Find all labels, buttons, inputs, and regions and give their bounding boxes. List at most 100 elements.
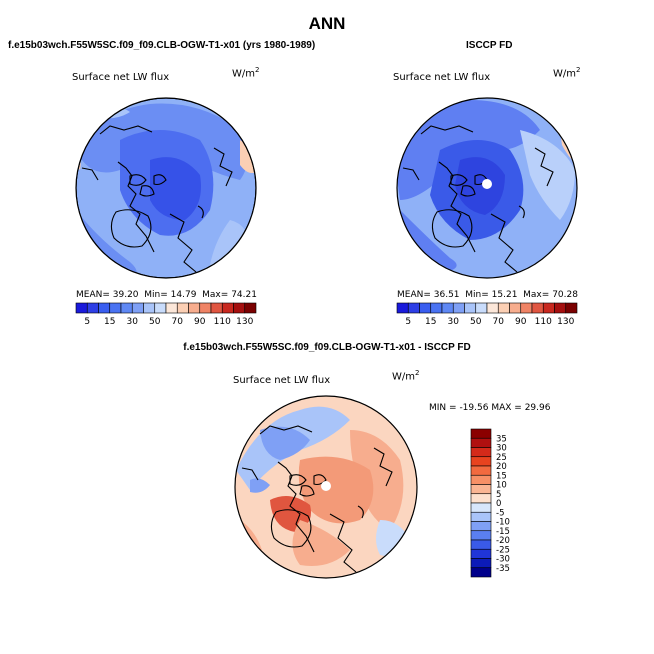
panel3-colorbar-tick-label: -30 bbox=[496, 555, 510, 565]
panel2-colorbar-box bbox=[486, 302, 499, 314]
panel2-colorbar-tick-label: 30 bbox=[448, 317, 460, 327]
panel3-colorbar-tick-label: 20 bbox=[496, 462, 507, 472]
panel1-colorbar-box bbox=[188, 302, 201, 314]
panel1-colorbar-box bbox=[86, 302, 99, 314]
panel3-colorbar-tick-label: 25 bbox=[496, 453, 507, 463]
panel2-map-border bbox=[396, 97, 578, 279]
panel1-variable-label: Surface net LW flux bbox=[72, 72, 170, 83]
panel1-colorbar-box bbox=[75, 302, 88, 314]
panel3-colorbar-tick-label: 5 bbox=[496, 490, 501, 500]
panel3-colorbar-box bbox=[470, 456, 492, 467]
panel3-colorbar-box bbox=[470, 493, 492, 504]
panel2-title: ISCCP FD bbox=[466, 40, 513, 51]
panel2-colorbar-tick-label: 15 bbox=[425, 317, 436, 327]
panel2-colorbar-box bbox=[565, 302, 578, 314]
panel1-colorbar-tick-label: 5 bbox=[84, 317, 90, 327]
panel2-variable-label: Surface net LW flux bbox=[393, 72, 491, 83]
panel1-map-border bbox=[75, 97, 257, 279]
panel3-colorbar-box bbox=[470, 428, 492, 439]
panel3-colorbar-box bbox=[470, 530, 492, 541]
panel1-colorbar-box bbox=[109, 302, 122, 314]
panel1-colorbar-box bbox=[154, 302, 167, 314]
panel2-map bbox=[397, 98, 577, 278]
panel3-colorbar-tick-label: -10 bbox=[496, 518, 510, 528]
panel2-colorbar-box bbox=[520, 302, 533, 314]
panel3-units: W/m2 bbox=[392, 369, 420, 383]
panel2-colorbar-box bbox=[441, 302, 454, 314]
panel3-variable-label: Surface net LW flux bbox=[233, 375, 331, 386]
panel1-stats: MEAN= 39.20 Min= 14.79 Max= 74.21 bbox=[76, 290, 257, 300]
panel3-colorbar-tick-label: 35 bbox=[496, 434, 507, 444]
panel3-colorbar-box bbox=[470, 502, 492, 513]
panel2-stats: MEAN= 36.51 Min= 15.21 Max= 70.28 bbox=[397, 290, 578, 300]
panel2-colorbar-box bbox=[542, 302, 555, 314]
panel3-title: f.e15b03wch.F55W5SC.f09_f09.CLB-OGW-T1-x… bbox=[183, 342, 471, 353]
panel3-stats: MIN = -19.56 MAX = 29.96 bbox=[429, 403, 551, 413]
panel3-colorbar-tick-label: 15 bbox=[496, 471, 507, 481]
panel2-colorbar-box bbox=[430, 302, 443, 314]
panel3-colorbar-tick-label: -20 bbox=[496, 536, 510, 546]
panel2-colorbar-box bbox=[464, 302, 477, 314]
panel2-units: W/m2 bbox=[553, 66, 581, 80]
panel1-colorbar-tick-label: 50 bbox=[149, 317, 161, 327]
panel1-title: f.e15b03wch.F55W5SC.f09_f09.CLB-OGW-T1-x… bbox=[8, 40, 316, 51]
panel2-colorbar-tick-label: 50 bbox=[470, 317, 482, 327]
panel3-colorbar-tick-label: -25 bbox=[496, 545, 510, 555]
panel1-colorbar-box bbox=[244, 302, 257, 314]
panel3-colorbar-box bbox=[470, 511, 492, 522]
panel1-colorbar-box bbox=[120, 302, 133, 314]
panel2-colorbar-box bbox=[396, 302, 409, 314]
panel3-colorbar-box bbox=[470, 437, 492, 448]
panel3-colorbar-tick-label: -5 bbox=[496, 508, 504, 518]
panel1-colorbar-box bbox=[143, 302, 156, 314]
panel2-colorbar-box bbox=[475, 302, 488, 314]
panel3-colorbar-tick-label: -35 bbox=[496, 564, 510, 574]
panel1-colorbar-box bbox=[221, 302, 234, 314]
panel2-colorbar-box bbox=[407, 302, 420, 314]
panel3-colorbar-tick-label: 10 bbox=[496, 481, 507, 491]
panel3-colorbar-tick-label: -15 bbox=[496, 527, 510, 537]
panel2-colorbar-tick-label: 5 bbox=[405, 317, 411, 327]
panel1-colorbar-box bbox=[199, 302, 212, 314]
panel2-colorbar-box bbox=[497, 302, 510, 314]
panel3-colorbar-box bbox=[470, 558, 492, 569]
panel2-colorbar-box bbox=[509, 302, 522, 314]
panel2-colorbar-box bbox=[554, 302, 567, 314]
panel1-colorbar: 5 15 30 50 70 90 110 130 bbox=[75, 302, 257, 327]
panel1-units: W/m2 bbox=[232, 66, 260, 80]
panel2-colorbar-box bbox=[419, 302, 432, 314]
panel2-colorbar: 5 15 30 50 70 90 110 130 bbox=[396, 302, 578, 327]
panel3-colorbar-box bbox=[470, 484, 492, 495]
panel1-map bbox=[76, 98, 256, 278]
panel1-colorbar-tick-label: 70 bbox=[172, 317, 184, 327]
panel2-colorbar-box bbox=[452, 302, 465, 314]
panel2-colorbar-tick-label: 110 bbox=[535, 317, 552, 327]
panel3-colorbar-box bbox=[470, 567, 492, 578]
panel1-colorbar-box bbox=[233, 302, 246, 314]
panel2-colorbar-box bbox=[531, 302, 544, 314]
panel1-colorbar-tick-label: 110 bbox=[214, 317, 231, 327]
panel3-colorbar-tick-label: 30 bbox=[496, 444, 507, 454]
panel1-colorbar-tick-label: 90 bbox=[194, 317, 206, 327]
panel2-colorbar-tick-label: 130 bbox=[557, 317, 574, 327]
panel1-colorbar-tick-label: 15 bbox=[104, 317, 115, 327]
panel3-colorbar-box bbox=[470, 474, 492, 485]
panel3-map-border bbox=[234, 395, 418, 579]
panel3-colorbar-box bbox=[470, 521, 492, 532]
figure-title: ANN bbox=[308, 14, 346, 33]
panel2-colorbar-tick-label: 70 bbox=[493, 317, 505, 327]
panel1-colorbar-box bbox=[210, 302, 223, 314]
panel3-colorbar-box bbox=[470, 465, 492, 476]
panel1-colorbar-tick-label: 30 bbox=[127, 317, 139, 327]
panel3-colorbar-box bbox=[470, 548, 492, 559]
panel3-colorbar-box bbox=[470, 447, 492, 458]
panel3-colorbar-box bbox=[470, 539, 492, 550]
panel3-map bbox=[235, 396, 417, 578]
panel2-colorbar-tick-label: 90 bbox=[515, 317, 527, 327]
panel3-colorbar-tick-label: 0 bbox=[496, 499, 501, 509]
panel1-colorbar-box bbox=[131, 302, 144, 314]
panel1-colorbar-box bbox=[165, 302, 178, 314]
panel1-colorbar-tick-label: 130 bbox=[236, 317, 253, 327]
